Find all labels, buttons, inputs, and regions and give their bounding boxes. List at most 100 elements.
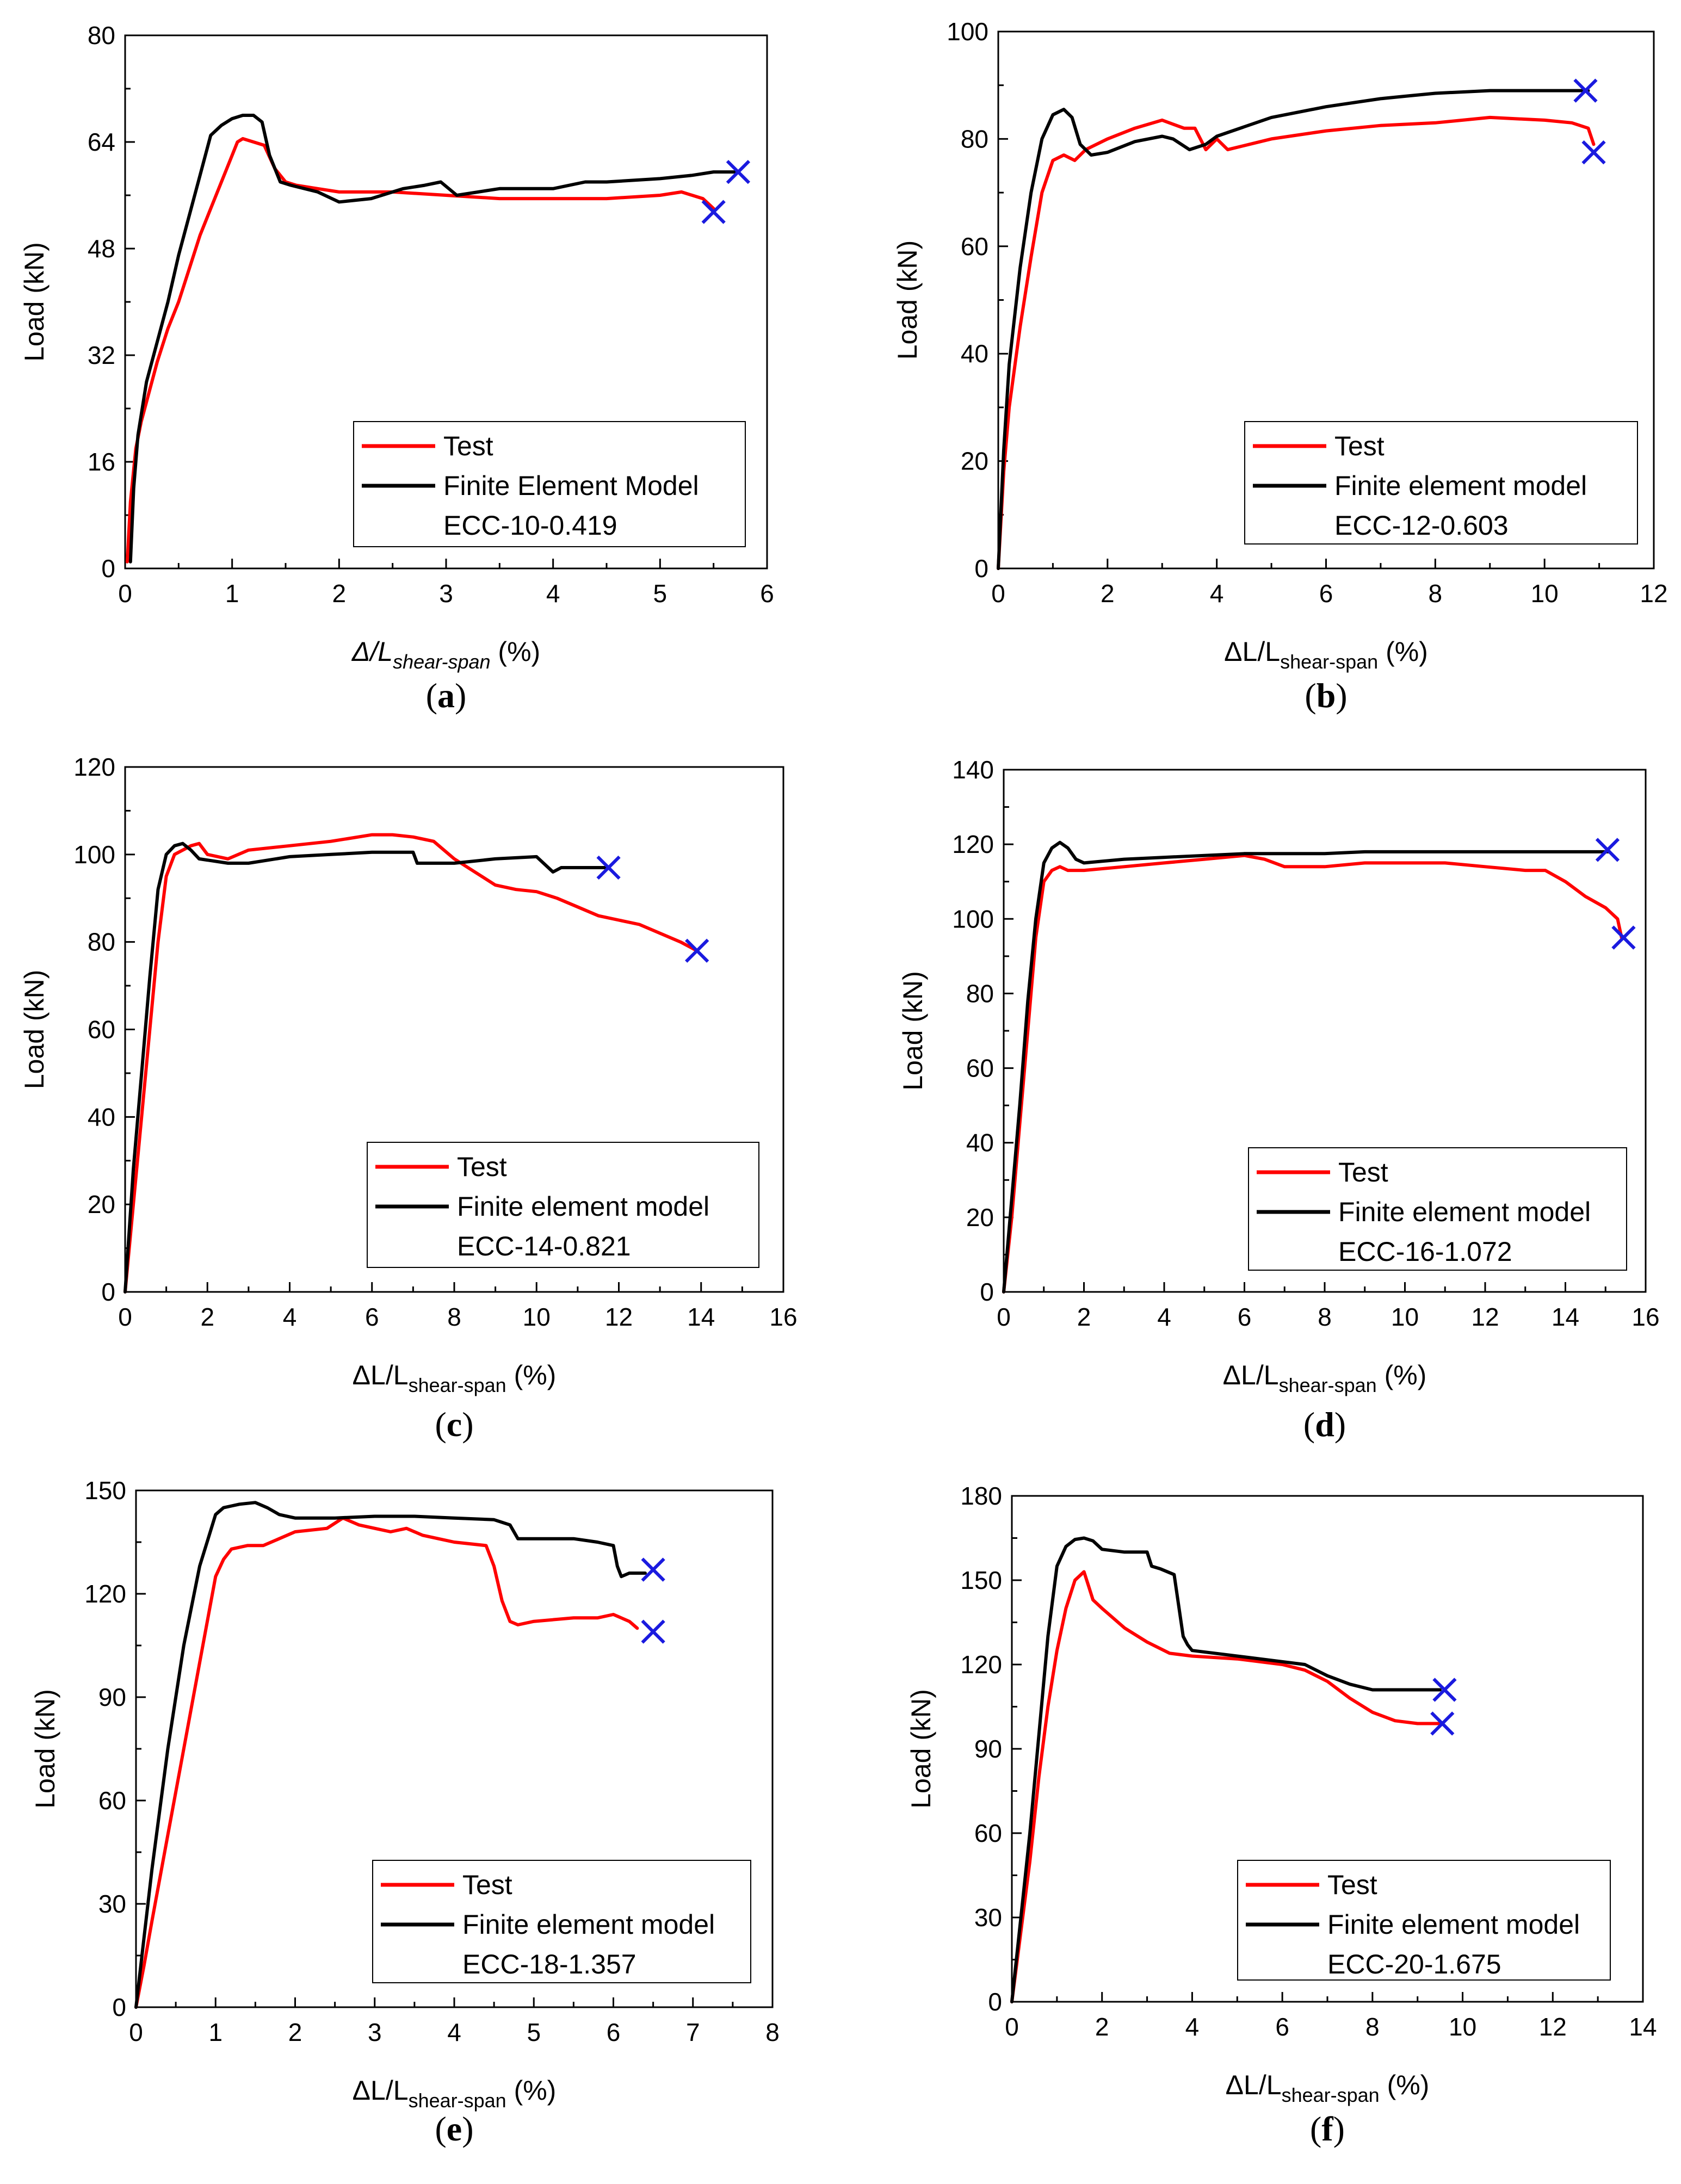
x-tick-label: 4 [447,2018,461,2046]
x-tick-label: 8 [765,2018,780,2046]
legend-entry: Test [457,1152,507,1182]
y-tick-label: 0 [980,1278,994,1306]
series-line-fem [134,1501,647,2009]
x-tick-label: 6 [760,579,774,608]
legend-entry: Test [1338,1157,1388,1187]
x-axis-label: ΔL/Lshear-span (%) [353,1360,557,1396]
y-tick-label: 120 [952,830,994,858]
x-tick-label: 6 [1319,579,1333,608]
specimen-label: ECC-16-1.072 [1338,1236,1512,1267]
legend-box [1237,1860,1611,1981]
x-axis-label: ΔL/Lshear-span (%) [1223,1360,1427,1396]
failure-marker [1581,140,1606,165]
y-tick-label: 80 [88,928,115,956]
legend-box [372,1860,751,1983]
legend-entry: Test [1334,431,1385,461]
x-tick-label: 1 [208,2018,223,2046]
chart-panel-e: 0 1 2 3 4 5 6 7 8 0 30 60 90 120 150 Load (kN) ΔL/Lshear… [30,1476,780,2148]
x-axis-label: ΔL/Lshear-span (%) [1224,636,1428,673]
x-tick-label: 2 [332,579,347,608]
x-tick-label: 0 [118,1303,132,1331]
x-axis-label: ΔL/Lshear-span (%) [353,2075,557,2112]
y-tick-label: 40 [966,1129,994,1157]
y-tick-label: 150 [960,1566,1002,1594]
y-tick-label: 20 [961,447,988,475]
x-tick-label: 10 [1531,579,1559,608]
x-tick-label: 6 [365,1303,379,1331]
legend-entry: Finite element model [1327,1909,1580,1940]
x-tick-label: 4 [1210,579,1224,608]
y-axis-label: Load (kN) [906,1689,936,1809]
x-tick-label: 8 [1365,2013,1380,2041]
y-tick-label: 32 [88,341,115,369]
x-tick-label: 4 [283,1303,297,1331]
y-tick-label: 0 [974,554,988,583]
x-tick-label: 16 [1631,1303,1659,1331]
series-line-fem [1010,1536,1442,2003]
legend: Test Finite element model ECC-14-0.821 [367,1142,759,1268]
panel-caption: (c) [435,1405,473,1444]
specimen-label: ECC-14-0.821 [457,1231,631,1261]
x-tick-label: 0 [1005,2013,1019,2041]
y-tick-label: 20 [966,1203,994,1232]
x-tick-label: 8 [447,1303,461,1331]
x-tick-label: 10 [1391,1303,1419,1331]
failure-marker [1573,78,1598,103]
x-tick-label: 5 [653,579,668,608]
y-tick-label: 0 [988,1988,1002,2016]
x-tick-label: 12 [1471,1303,1499,1331]
series-line-fem [128,114,739,564]
x-tick-label: 12 [605,1303,633,1331]
y-tick-label: 80 [966,979,994,1007]
y-tick-label: 100 [73,840,115,869]
y-axis-label: Load (kN) [30,1689,60,1809]
failure-marker [1595,838,1620,862]
legend-box [1248,1147,1627,1271]
y-tick-label: 20 [88,1190,115,1218]
failure-marker [641,1619,665,1644]
x-tick-label: 6 [1275,2013,1289,2041]
series-line-test [134,1516,639,2009]
x-axis-label: Δ/Lshear-span (%) [351,636,540,673]
y-tick-label: 60 [961,232,988,261]
legend-entry: Test [462,1870,512,1900]
panel-caption: (d) [1303,1405,1346,1444]
chart-panel-a: 0 1 2 3 4 5 6 0 16 32 48 64 80 Load (kN) Δ/Lshear-span… [19,21,774,715]
x-tick-label: 10 [1449,2013,1476,2041]
x-tick-label: 2 [288,2018,302,2046]
x-tick-label: 0 [997,1303,1011,1331]
x-tick-label: 12 [1539,2013,1567,2041]
legend-entry: Finite element model [1334,471,1587,501]
series-line-test [997,115,1596,570]
x-tick-label: 3 [439,579,453,608]
failure-marker [596,855,621,880]
y-tick-label: 30 [974,1903,1002,1932]
y-axis-label: Load (kN) [892,240,923,360]
legend: Test Finite Element Model ECC-10-0.419 [353,421,746,547]
y-tick-label: 120 [960,1650,1002,1679]
x-tick-label: 14 [687,1303,715,1331]
series-line-test [1010,1570,1442,2003]
y-axis-label: Load (kN) [19,242,50,362]
x-tick-label: 5 [527,2018,541,2046]
failure-marker [1430,1711,1455,1736]
y-tick-label: 80 [961,125,988,153]
y-tick-label: 180 [960,1482,1002,1510]
y-tick-label: 60 [966,1054,994,1082]
specimen-label: ECC-18-1.357 [462,1949,636,1979]
legend-entry: Test [443,431,493,461]
x-tick-label: 6 [607,2018,621,2046]
x-tick-label: 2 [1101,579,1115,608]
y-tick-label: 60 [98,1786,126,1815]
y-tick-label: 100 [947,17,988,46]
failure-marker [1611,925,1636,950]
series-line-test [125,137,715,564]
y-axis-label: Load (kN) [898,971,928,1091]
series-line-test [1002,853,1623,1294]
x-tick-label: 12 [1640,579,1667,608]
y-tick-label: 120 [73,753,115,781]
x-tick-label: 10 [523,1303,551,1331]
failure-marker [641,1557,665,1582]
x-tick-label: 8 [1318,1303,1332,1331]
panel-caption: (f) [1310,2109,1345,2148]
